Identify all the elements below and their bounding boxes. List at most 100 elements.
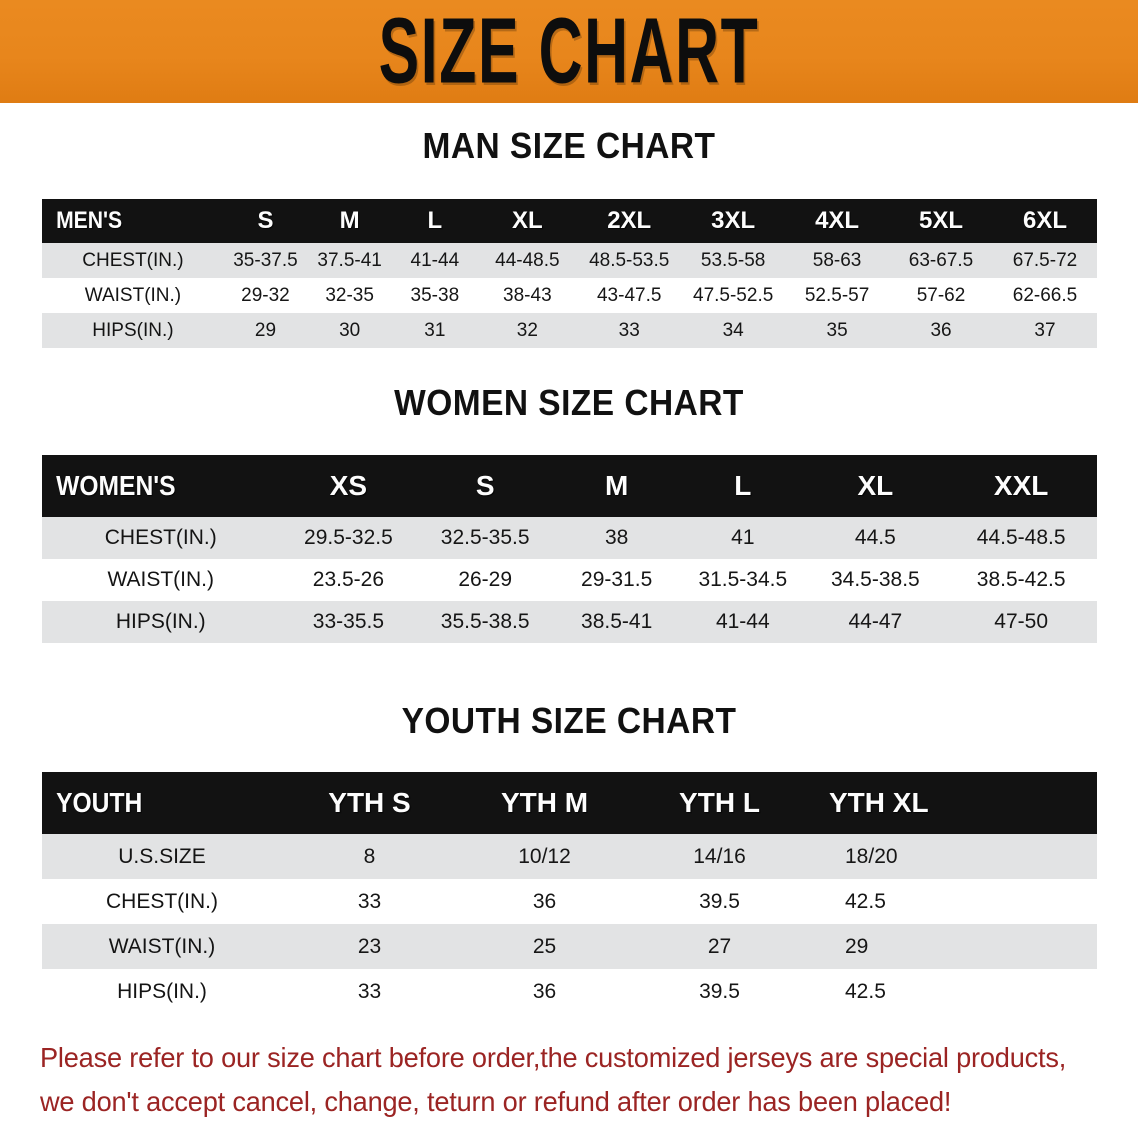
man-cell-0-5: 53.5-58 (700, 249, 766, 271)
youth-cell-1-2: 39.5 (699, 889, 740, 913)
youth-section-title: YOUTH SIZE CHART (401, 700, 737, 741)
man-cell-0-3: 44-48.5 (495, 249, 560, 271)
women-col-header-1: S (475, 470, 495, 501)
women-col-header-3: L (734, 470, 752, 501)
table-row: WAIST(IN.) 23 25 27 29 (42, 924, 1097, 969)
youth-col-header-0: YTH S (328, 787, 411, 818)
man-cell-0-2: 41-44 (410, 249, 460, 271)
table-row: CHEST(IN.) 33 36 39.5 42.5 (42, 879, 1097, 924)
man-cell-1-0: 29-32 (241, 284, 290, 306)
man-cell-2-7: 36 (930, 319, 952, 341)
women-cell-0-4: 44.5 (854, 526, 896, 549)
man-cell-0-0: 35-37.5 (233, 249, 298, 271)
man-header-row: MEN'S S M L XL 2XL 3XL 4XL 5XL 6XL (42, 199, 1097, 243)
women-cell-2-3: 41-44 (715, 610, 770, 633)
youth-corner-label: YOUTH (56, 787, 143, 818)
man-corner-label: MEN'S (56, 207, 123, 234)
table-row: CHEST(IN.) 35-37.5 37.5-41 41-44 44-48.5… (42, 243, 1097, 278)
women-section-title: WOMEN SIZE CHART (394, 382, 744, 423)
man-cell-0-6: 58-63 (812, 249, 862, 271)
youth-cell-0-1: 10/12 (518, 844, 571, 868)
women-cell-1-3: 31.5-34.5 (698, 568, 788, 591)
women-cell-0-1: 32.5-35.5 (440, 526, 530, 549)
page-banner: SIZE CHART (0, 0, 1138, 103)
man-col-header-1: M (339, 207, 360, 234)
women-cell-2-0: 33-35.5 (312, 610, 385, 633)
youth-row-label-2: WAIST(IN.) (108, 934, 216, 958)
disclaimer-line-2: we don't accept cancel, change, teturn o… (40, 1086, 952, 1117)
disclaimer: Please refer to our size chart before or… (40, 1036, 1068, 1124)
youth-cell-2-0: 23 (357, 934, 382, 958)
disclaimer-line-1: Please refer to our size chart before or… (40, 1042, 1067, 1073)
man-cell-0-7: 63-67.5 (908, 249, 974, 271)
youth-cell-2-2: 27 (707, 934, 732, 958)
youth-col-header-2: YTH L (679, 787, 760, 818)
youth-cell-3-0: 33 (357, 979, 382, 1003)
man-col-header-3: XL (512, 207, 543, 234)
man-cell-1-1: 32-35 (325, 284, 374, 306)
women-section-title-wrap: WOMEN SIZE CHART (0, 383, 1138, 423)
man-col-header-0: S (257, 207, 274, 234)
youth-row-label-3: HIPS(IN.) (117, 979, 207, 1003)
youth-section-title-wrap: YOUTH SIZE CHART (0, 701, 1138, 741)
women-col-header-0: XS (329, 470, 368, 501)
man-row-label-0: CHEST(IN.) (82, 249, 184, 271)
man-col-header-5: 3XL (711, 207, 756, 234)
man-cell-0-4: 48.5-53.5 (589, 249, 670, 271)
women-cell-1-5: 38.5-42.5 (976, 568, 1066, 591)
youth-cell-1-3: 42.5 (845, 889, 886, 913)
man-cell-2-3: 32 (516, 319, 538, 341)
table-row: WAIST(IN.) 23.5-26 26-29 29-31.5 31.5-34… (42, 559, 1097, 601)
man-cell-1-7: 57-62 (916, 284, 966, 306)
women-col-header-5: XXL (993, 470, 1049, 501)
man-col-header-8: 6XL (1022, 207, 1067, 234)
man-cell-1-6: 52.5-57 (804, 284, 870, 306)
youth-cell-3-3: 42.5 (845, 979, 886, 1003)
man-col-header-4: 2XL (607, 207, 652, 234)
youth-cell-0-3: 18/20 (845, 844, 898, 868)
women-col-header-4: XL (857, 470, 894, 501)
women-col-header-2: M (604, 470, 629, 501)
youth-cell-3-2: 39.5 (699, 979, 740, 1003)
man-cell-2-6: 35 (826, 319, 848, 341)
man-section-title-wrap: MAN SIZE CHART (0, 126, 1138, 166)
man-section-title: MAN SIZE CHART (422, 125, 716, 166)
man-cell-2-0: 29 (254, 319, 277, 341)
man-cell-2-5: 34 (722, 319, 744, 341)
youth-cell-0-2: 14/16 (693, 844, 746, 868)
man-cell-2-8: 37 (1034, 319, 1056, 341)
women-cell-2-5: 47-50 (994, 610, 1049, 633)
man-cell-1-2: 35-38 (410, 284, 460, 306)
man-row-label-2: HIPS(IN.) (92, 319, 174, 341)
table-row: HIPS(IN.) 29 30 31 32 33 34 35 36 37 (42, 313, 1097, 348)
women-cell-1-1: 26-29 (458, 568, 513, 591)
man-size-table: MEN'S S M L XL 2XL 3XL 4XL 5XL 6XL CHEST… (42, 199, 1097, 348)
table-row: HIPS(IN.) 33-35.5 35.5-38.5 38.5-41 41-4… (42, 601, 1097, 643)
women-cell-0-0: 29.5-32.5 (304, 526, 393, 549)
table-row: HIPS(IN.) 33 36 39.5 42.5 (42, 969, 1097, 1014)
man-cell-0-1: 37.5-41 (317, 249, 382, 271)
youth-cell-1-0: 33 (357, 889, 382, 913)
table-row: U.S.SIZE 8 10/12 14/16 18/20 (42, 834, 1097, 879)
man-col-header-2: L (427, 207, 443, 234)
women-cell-0-5: 44.5-48.5 (976, 526, 1066, 549)
man-cell-1-8: 62-66.5 (1012, 284, 1078, 306)
youth-cell-2-3: 29 (845, 934, 869, 958)
youth-size-table: YOUTH YTH S YTH M YTH L YTH XL U.S.SIZE … (42, 772, 1097, 1014)
man-cell-1-4: 43-47.5 (596, 284, 662, 306)
man-cell-0-8: 67.5-72 (1012, 249, 1078, 271)
man-cell-2-1: 30 (339, 319, 361, 341)
youth-cell-2-1: 25 (532, 934, 557, 958)
women-cell-1-2: 29-31.5 (581, 568, 653, 591)
women-cell-0-2: 38 (604, 526, 629, 549)
youth-col-header-1: YTH M (500, 787, 589, 818)
women-cell-2-1: 35.5-38.5 (440, 610, 530, 633)
man-cell-2-2: 31 (424, 319, 446, 341)
women-cell-0-3: 41 (731, 526, 755, 549)
banner-title: SIZE CHART (378, 0, 760, 103)
man-cell-1-5: 47.5-52.5 (693, 284, 774, 306)
women-row-label-2: HIPS(IN.) (115, 610, 206, 633)
youth-col-header-3: YTH XL (829, 787, 929, 818)
youth-cell-1-1: 36 (532, 889, 557, 913)
women-row-label-0: CHEST(IN.) (104, 526, 217, 549)
